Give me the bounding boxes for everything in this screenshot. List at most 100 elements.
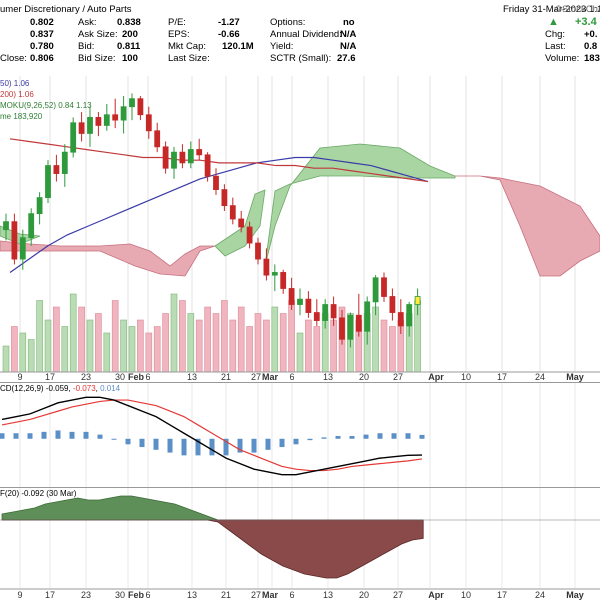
- macd-histogram-bar: [0, 433, 5, 439]
- candle-body: [323, 305, 328, 321]
- volume-bar: [188, 314, 194, 373]
- candle-body: [382, 278, 387, 297]
- x-axis-label: 13: [187, 372, 197, 382]
- candle-body: [138, 99, 143, 115]
- x-axis-label: 21: [221, 372, 231, 382]
- volume-bar: [104, 333, 110, 372]
- macd-histogram-bar: [420, 435, 425, 439]
- volume-bar: [331, 320, 337, 372]
- row3-key3: Mkt Cap:: [168, 41, 206, 53]
- row2-key3: EPS:: [168, 29, 190, 41]
- candle-body: [155, 131, 160, 147]
- row3-val3: 120.1M: [222, 41, 254, 53]
- volume-bar: [121, 320, 127, 372]
- macd-histogram-bar: [210, 439, 215, 456]
- x-axis-label: 6: [145, 590, 150, 600]
- candle-body: [298, 299, 303, 304]
- row1-val3: -1.27: [218, 17, 240, 29]
- row1-val4: no: [343, 17, 355, 29]
- x-axis-label: 24: [535, 372, 545, 382]
- x-axis-label: 17: [497, 590, 507, 600]
- x-axis-label: 23: [81, 590, 91, 600]
- macd-histogram-bar: [140, 439, 145, 447]
- volume-bar: [179, 301, 185, 373]
- volume-bar: [45, 320, 51, 372]
- chg-value: +0.: [584, 29, 597, 41]
- candle-body: [104, 115, 109, 126]
- candle-body: [96, 117, 101, 125]
- candle-body: [415, 297, 420, 305]
- row1-key3: P/E:: [168, 17, 186, 29]
- candle-body: [146, 115, 151, 131]
- macd-histogram-bar: [336, 436, 341, 439]
- candle-body: [79, 123, 84, 134]
- macd-histogram-bar: [294, 439, 299, 445]
- x-axis-label: 9: [17, 590, 22, 600]
- candle-body: [121, 107, 126, 120]
- macd-histogram-bar: [28, 433, 33, 439]
- brand-logo: ©StockChart: [555, 4, 600, 16]
- volume-bar: [255, 314, 261, 373]
- legend-sma200: 200) 1.06: [0, 89, 92, 100]
- volume-bar: [37, 301, 43, 373]
- legend-sma50: 50) 1.06: [0, 78, 92, 89]
- x-axis-label: 21: [221, 590, 231, 600]
- candle-body: [29, 214, 34, 238]
- macd-histogram-bar: [308, 439, 313, 440]
- price-legend: 50) 1.06 200) 1.06 MOKU(9,26,52) 0.84 1.…: [0, 78, 92, 122]
- row4-val4: 27.6: [337, 53, 356, 65]
- row4-key1: Close:: [0, 53, 27, 65]
- row2-key4: Annual Dividend:: [270, 29, 342, 41]
- volume-bar: [196, 320, 202, 372]
- volume-bar: [11, 327, 17, 373]
- candle-body: [205, 155, 210, 176]
- row3-key2: Bid:: [78, 41, 94, 53]
- cmf-negative-area: [2, 520, 423, 578]
- x-axis-label: 9: [17, 372, 22, 382]
- volume-bar: [247, 327, 253, 373]
- macd-histogram-bar: [154, 439, 159, 450]
- candle-body: [281, 272, 286, 288]
- x-axis-label: May: [566, 590, 584, 600]
- up-arrow-icon: ▲: [548, 16, 559, 28]
- volume-bar: [154, 327, 160, 373]
- candle-body: [113, 115, 118, 120]
- candle-body: [37, 198, 42, 214]
- candle-body: [71, 123, 76, 152]
- volume-bar: [238, 307, 244, 372]
- candle-body: [214, 176, 219, 189]
- macd-histogram-bar: [350, 436, 355, 439]
- ichimoku-cloud-red: [0, 241, 215, 276]
- volume-bar: [163, 314, 169, 373]
- candle-body: [289, 288, 294, 304]
- row4-val1: 0.806: [30, 53, 54, 65]
- macd-legend: CD(12,26,9) -0.059, -0.073, 0.014: [0, 384, 120, 393]
- row4-key3: Last Size:: [168, 53, 210, 65]
- cmf-chart: 9 17 23 30 Feb 6 13 21 27 Mar 6 13 20 27 Apr 10 17 24 May: [0, 488, 600, 600]
- volume-bar: [263, 320, 269, 372]
- macd-histogram-bar: [322, 437, 327, 438]
- x-axis-label: Apr: [428, 590, 444, 600]
- macd-legend-prefix: CD(12,26,9): [0, 384, 44, 393]
- volume-bar: [171, 294, 177, 372]
- change-value: +3.4: [575, 16, 597, 28]
- x-axis-label: 17: [45, 590, 55, 600]
- macd-legend-v1: -0.059: [46, 384, 69, 393]
- x-axis-label: 20: [359, 590, 369, 600]
- macd-histogram-bar: [42, 432, 47, 439]
- volume-bar: [297, 333, 303, 372]
- x-axis-label: 6: [145, 372, 150, 382]
- row3-val4: N/A: [340, 41, 356, 53]
- candle-body: [398, 313, 403, 326]
- candle-body: [62, 152, 67, 173]
- candle-body: [331, 305, 336, 318]
- candle-body: [340, 318, 345, 339]
- candle-body: [4, 222, 9, 230]
- row3-key4: Yield:: [270, 41, 293, 53]
- ichimoku-cloud-red: [455, 176, 600, 276]
- macd-histogram-bar: [112, 439, 117, 440]
- macd-histogram-bar: [406, 433, 411, 439]
- last-value: 0.8: [584, 41, 597, 53]
- candle-body: [163, 147, 168, 168]
- volume-bar: [289, 301, 295, 373]
